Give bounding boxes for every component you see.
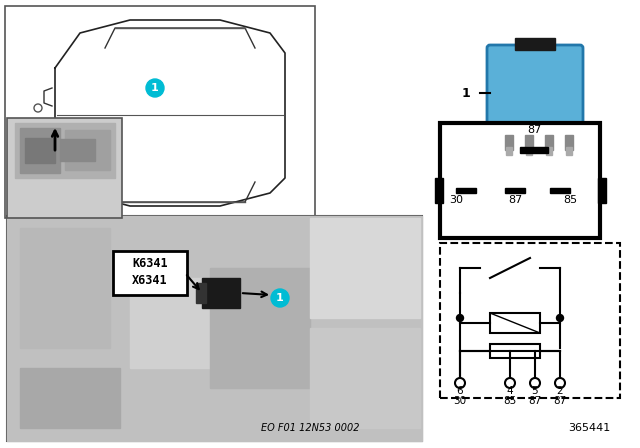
Bar: [440, 123, 600, 238]
Bar: [505, 188, 525, 193]
Bar: [7, 216, 422, 441]
Bar: [20, 228, 110, 348]
Circle shape: [557, 314, 563, 322]
Bar: [196, 283, 206, 303]
Text: 30: 30: [449, 195, 463, 205]
Bar: [130, 278, 210, 368]
Bar: [490, 344, 540, 358]
Circle shape: [271, 289, 289, 307]
Bar: [565, 135, 573, 150]
Circle shape: [455, 378, 465, 388]
Bar: [526, 147, 532, 155]
FancyBboxPatch shape: [487, 45, 583, 141]
Bar: [505, 135, 513, 150]
Bar: [506, 147, 512, 155]
Text: 85: 85: [563, 195, 577, 205]
Bar: [210, 268, 310, 388]
Bar: [435, 178, 443, 203]
Bar: [7, 216, 422, 441]
Bar: [310, 218, 420, 318]
Circle shape: [505, 378, 515, 388]
Text: 87: 87: [508, 195, 522, 205]
Text: 87: 87: [527, 125, 541, 135]
Bar: [566, 147, 572, 155]
Bar: [60, 139, 95, 161]
Bar: [546, 147, 552, 155]
Circle shape: [555, 378, 565, 388]
Text: 6: 6: [457, 386, 463, 396]
Text: 1: 1: [151, 83, 159, 93]
Bar: [202, 278, 240, 308]
Bar: [310, 328, 420, 428]
Circle shape: [530, 378, 540, 388]
Text: 2: 2: [557, 386, 563, 396]
Bar: [440, 243, 620, 398]
Text: 87: 87: [554, 396, 566, 406]
Text: 85: 85: [504, 396, 516, 406]
Text: 5: 5: [532, 386, 538, 396]
Text: 365441: 365441: [568, 423, 610, 433]
Bar: [545, 135, 553, 150]
Bar: [7, 118, 122, 218]
Text: 1: 1: [276, 293, 284, 303]
Text: 1: 1: [461, 86, 470, 99]
Text: K6341: K6341: [132, 257, 168, 270]
FancyBboxPatch shape: [113, 251, 187, 295]
Bar: [20, 128, 60, 173]
Bar: [525, 135, 533, 150]
Circle shape: [456, 314, 463, 322]
Bar: [515, 38, 555, 50]
Circle shape: [146, 79, 164, 97]
Text: 30: 30: [453, 396, 467, 406]
Bar: [490, 313, 540, 333]
Bar: [5, 6, 315, 218]
Bar: [520, 147, 548, 153]
Circle shape: [34, 104, 42, 112]
Text: 87: 87: [529, 396, 541, 406]
Bar: [456, 188, 476, 193]
Text: X6341: X6341: [132, 273, 168, 287]
Text: EO F01 12N53 0002: EO F01 12N53 0002: [260, 423, 359, 433]
Bar: [20, 368, 120, 428]
Bar: [550, 188, 570, 193]
Bar: [15, 123, 115, 178]
Bar: [65, 130, 110, 170]
Bar: [598, 178, 606, 203]
Text: 4: 4: [507, 386, 513, 396]
Bar: [25, 138, 55, 163]
